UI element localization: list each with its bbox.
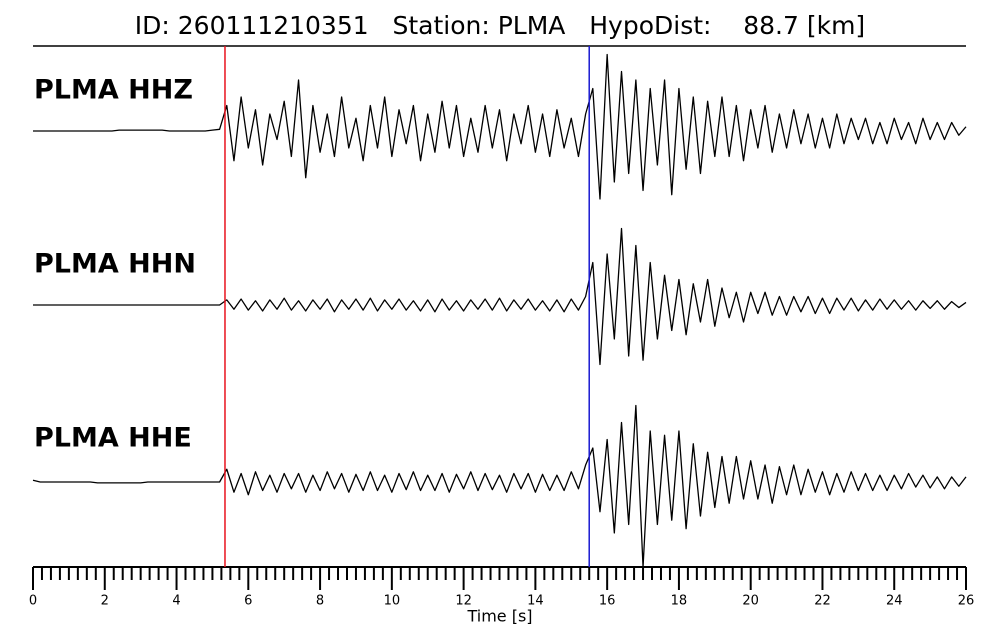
- x-tick-label: 2: [101, 594, 109, 609]
- x-tick-label: 18: [671, 594, 688, 609]
- trace-label: PLMA HHN: [34, 249, 196, 280]
- waveform: [33, 227, 967, 366]
- x-tick-label: 14: [527, 594, 544, 609]
- trace-label: PLMA HHE: [34, 423, 192, 454]
- x-tick-label: 20: [742, 594, 759, 609]
- x-tick-label: 6: [244, 594, 252, 609]
- trace-label: PLMA HHZ: [34, 75, 193, 106]
- waveform: [32, 404, 967, 568]
- x-tick-label: 24: [886, 594, 903, 609]
- x-tick-label: 26: [958, 594, 975, 609]
- x-axis-label: Time [s]: [466, 607, 532, 626]
- chart-title: ID: 260111210351 Station: PLMA HypoDist:…: [135, 11, 865, 40]
- x-tick-label: 10: [384, 594, 401, 609]
- waveform: [33, 53, 967, 200]
- x-tick-label: 8: [316, 594, 324, 609]
- x-tick-label: 12: [455, 594, 472, 609]
- x-tick-label: 0: [29, 594, 37, 609]
- x-tick-label: 22: [814, 594, 831, 609]
- x-tick-label: 16: [599, 594, 616, 609]
- x-tick-label: 4: [172, 594, 180, 609]
